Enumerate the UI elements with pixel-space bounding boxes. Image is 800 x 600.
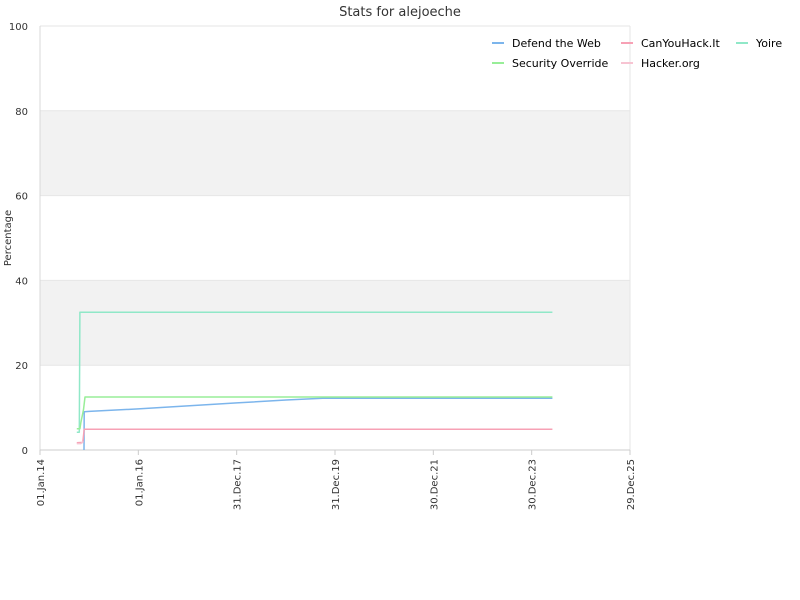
x-tick-label: 01.Jan.16 (134, 459, 145, 506)
series-lines (76, 311, 553, 451)
legend[interactable]: Defend the Web CanYouHack.It Yoire Security… (492, 37, 782, 70)
y-tick-label: 100 (9, 22, 28, 33)
x-tick-label: 01.Jan.14 (36, 459, 47, 506)
legend-item-security-override[interactable]: Security Override (492, 57, 608, 70)
y-tick-label: 60 (15, 192, 28, 203)
legend-label: Defend the Web (512, 37, 601, 50)
legend-item-defend-the-web[interactable]: Defend the Web (492, 37, 601, 50)
legend-label: Security Override (512, 57, 608, 70)
y-axis-label: Percentage (3, 210, 14, 266)
y-tick-label: 40 (15, 276, 28, 287)
series-line-canyouhack-it (76, 428, 553, 444)
y-ticks: 0 20 40 60 80 100 (9, 22, 28, 457)
series-line-defend-the-web (83, 397, 553, 451)
x-tick-label: 31.Dec.19 (331, 459, 342, 510)
legend-item-canyouhack-it[interactable]: CanYouHack.It (621, 37, 721, 50)
series-line-hacker-org (76, 440, 84, 445)
legend-label: CanYouHack.It (641, 37, 721, 50)
x-ticks: 01.Jan.14 01.Jan.16 31.Dec.17 31.Dec.19 30.D… (36, 450, 637, 510)
y-tick-label: 80 (15, 107, 28, 118)
grid (39, 25, 631, 451)
y-tick-label: 20 (15, 361, 28, 372)
legend-item-yoire[interactable]: Yoire (736, 37, 782, 50)
series-line-yoire (76, 311, 553, 433)
x-tick-label: 30.Dec.21 (429, 459, 440, 510)
y-tick-label: 0 (22, 446, 28, 457)
plot-band (40, 280, 630, 366)
series-line-security-override (76, 396, 553, 430)
x-tick-label: 30.Dec.23 (528, 459, 539, 510)
x-tick-label: 31.Dec.17 (233, 459, 244, 510)
legend-label: Hacker.org (641, 57, 700, 70)
plot-bands (40, 110, 630, 366)
legend-item-hacker-org[interactable]: Hacker.org (621, 57, 700, 70)
plot-band (40, 110, 630, 196)
chart-title: Stats for alejoeche (339, 5, 461, 20)
x-tick-label: 29.Dec.25 (626, 459, 637, 510)
legend-label: Yoire (755, 37, 782, 50)
